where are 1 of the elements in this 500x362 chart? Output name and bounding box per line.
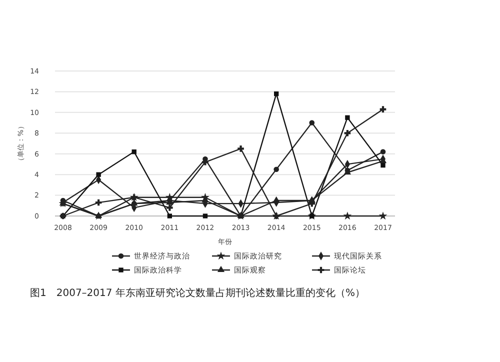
caption: 图1 2007–2017 年东南亚研究论文数量占期刊论述数量比重的变化（%）: [30, 287, 365, 299]
